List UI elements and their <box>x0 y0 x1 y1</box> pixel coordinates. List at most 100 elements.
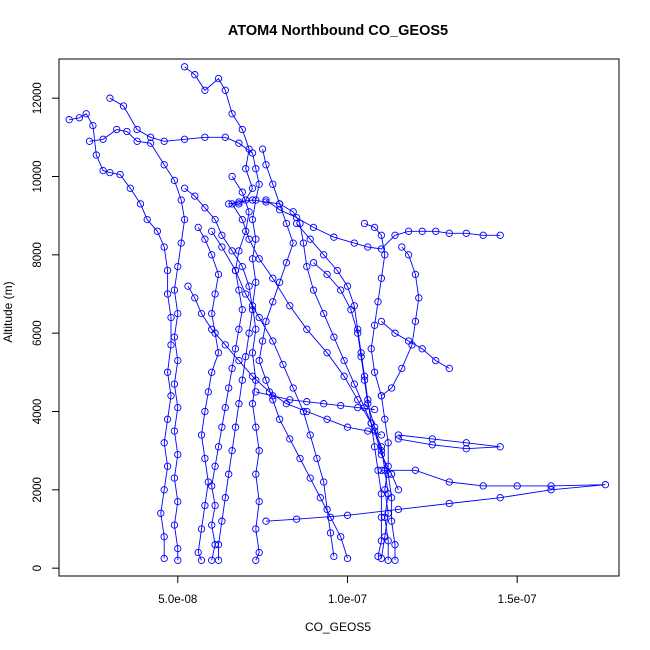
chart-title: ATOM4 Northbound CO_GEOS5 <box>228 23 448 39</box>
data-point <box>269 180 277 188</box>
data-point <box>391 231 399 239</box>
data-point <box>343 554 352 563</box>
data-point <box>218 517 226 525</box>
data-point <box>136 200 145 208</box>
data-point <box>235 198 243 206</box>
data-point <box>377 231 386 239</box>
data-point <box>160 243 168 251</box>
data-point <box>262 376 270 384</box>
data-point <box>374 552 382 561</box>
data-point <box>279 360 287 369</box>
data-point <box>303 407 311 416</box>
data-point <box>370 321 379 329</box>
data-point <box>184 282 192 290</box>
data-point <box>201 235 209 243</box>
data-point <box>364 243 372 251</box>
data-point <box>85 137 94 145</box>
data-point <box>384 470 392 478</box>
data-point <box>377 537 386 545</box>
data-point <box>496 494 504 502</box>
data-point <box>255 497 263 506</box>
data-point <box>415 294 423 302</box>
y-tick-label: 8000 <box>32 242 44 268</box>
data-point <box>82 110 90 118</box>
data-point <box>377 317 386 326</box>
data-point <box>174 356 182 365</box>
series-line-6 <box>364 223 389 559</box>
data-point <box>242 227 250 235</box>
data-point <box>197 525 206 533</box>
data-point <box>238 376 246 384</box>
data-point <box>163 368 172 376</box>
data-point <box>174 309 182 318</box>
data-point <box>252 165 260 173</box>
series-line-14 <box>258 149 348 559</box>
data-point <box>211 215 219 224</box>
data-point <box>387 517 396 525</box>
data-point <box>289 239 297 247</box>
data-point <box>252 278 260 286</box>
data-point <box>119 102 128 110</box>
data-point <box>333 266 341 275</box>
data-point <box>462 439 470 447</box>
data-point <box>432 227 440 235</box>
data-point <box>238 306 246 314</box>
data-point <box>381 415 389 423</box>
data-point <box>350 239 358 247</box>
data-point <box>235 139 243 147</box>
data-point <box>174 262 182 271</box>
data-point <box>384 509 392 517</box>
data-point <box>411 317 420 326</box>
data-point <box>286 396 294 404</box>
data-point <box>411 466 420 474</box>
data-point <box>106 168 114 177</box>
data-point <box>208 251 216 259</box>
data-point <box>377 431 386 439</box>
data-point <box>235 356 243 365</box>
data-point <box>262 317 270 326</box>
data-point <box>146 139 155 147</box>
data-point <box>228 447 236 455</box>
data-point <box>75 114 84 122</box>
data-point <box>357 353 365 361</box>
data-point <box>275 206 284 214</box>
data-point <box>309 259 318 267</box>
x-axis-label: CO_GEOS5 <box>305 620 371 634</box>
data-point <box>170 176 179 185</box>
data-point <box>350 380 358 388</box>
data-point <box>354 329 362 337</box>
data-point <box>370 405 379 414</box>
data-point <box>547 482 555 490</box>
data-point <box>275 278 284 286</box>
data-point <box>370 223 379 232</box>
data-point <box>157 509 165 517</box>
data-point <box>496 231 504 239</box>
data-point <box>201 454 209 463</box>
data-point <box>174 556 182 564</box>
data-point <box>245 145 253 153</box>
data-point <box>160 137 168 145</box>
data-point <box>248 372 257 380</box>
data-point <box>214 270 223 279</box>
data-point <box>326 529 335 537</box>
data-point <box>211 290 219 298</box>
data-point <box>398 364 406 373</box>
data-point <box>377 466 386 474</box>
data-point <box>160 533 168 541</box>
data-point <box>201 501 209 510</box>
data-point <box>316 494 324 502</box>
data-point <box>174 450 182 459</box>
data-point <box>174 497 182 506</box>
data-point <box>601 481 610 489</box>
data-point <box>248 400 257 408</box>
series-line-8 <box>265 469 606 522</box>
data-point <box>167 341 175 349</box>
y-tick-label: 12000 <box>32 82 44 114</box>
data-point <box>391 541 399 549</box>
data-point <box>201 204 209 212</box>
data-point <box>320 251 328 259</box>
data-point <box>337 533 345 541</box>
data-point <box>340 356 348 365</box>
